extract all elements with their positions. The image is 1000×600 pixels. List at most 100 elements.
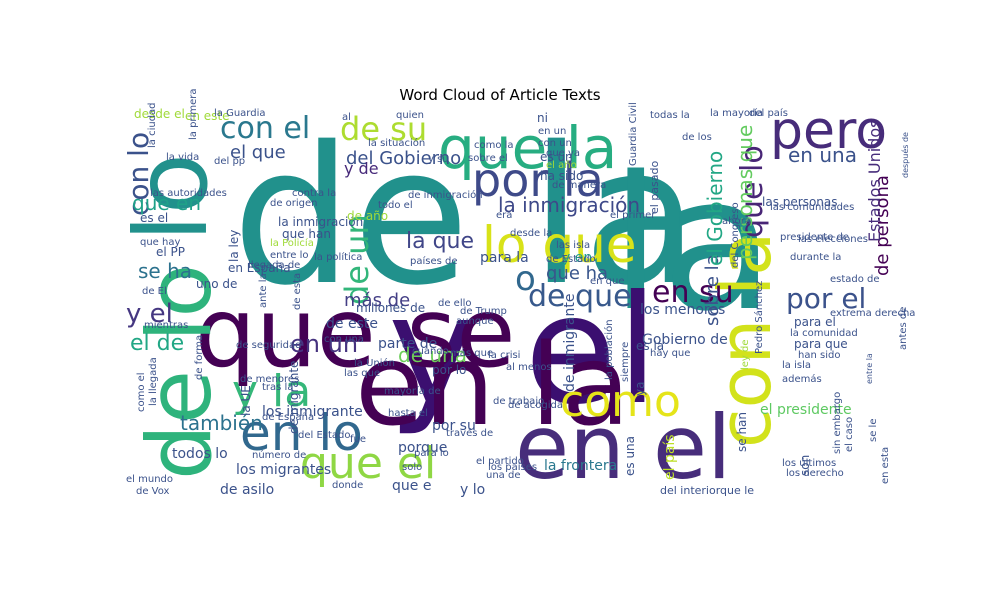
word-76: millones de — [356, 301, 425, 315]
word-138: la política — [314, 251, 362, 263]
word-67: es una — [623, 436, 637, 476]
word-84: de año — [347, 209, 388, 223]
word-66: se han — [735, 412, 749, 452]
word-108: de inmigración — [408, 189, 483, 201]
word-0: de la — [232, 106, 699, 327]
word-90: es el — [140, 211, 168, 225]
word-178: en esta — [880, 447, 891, 484]
word-159: mayoría de — [384, 385, 441, 397]
word-71: la inmigración — [278, 215, 363, 229]
word-38: el Gobierno — [703, 151, 727, 266]
word-147: de seguridad — [236, 340, 301, 351]
word-153: de forma — [194, 335, 205, 380]
word-102: la vida — [166, 152, 199, 163]
word-119: las elecciones — [798, 234, 868, 245]
word-14: que el — [300, 438, 436, 489]
word-100: la ciudad — [147, 102, 158, 148]
word-51: los inmigrante — [262, 404, 363, 420]
word-129: hay que — [650, 348, 690, 359]
word-4: en la — [355, 321, 630, 451]
word-57: todos lo — [172, 446, 228, 462]
word-188: quien — [396, 110, 424, 121]
word-91: el pasado — [648, 161, 661, 214]
word-72: las personas — [762, 195, 838, 209]
word-171: una de — [486, 470, 520, 481]
word-113: entre lo — [270, 250, 309, 261]
word-62: la frontera — [544, 458, 617, 474]
word-160: de trabajo — [493, 396, 544, 407]
word-151: la Unión — [354, 357, 395, 369]
word-5: de lo — [128, 264, 231, 480]
word-145: aunque — [456, 316, 494, 327]
word-88: de migrante — [287, 361, 301, 434]
word-44: el que — [230, 142, 286, 163]
word-23: por el — [786, 282, 866, 315]
word-180: los derecho — [786, 468, 844, 479]
word-75: en España — [228, 261, 291, 275]
word-85: la UE — [239, 385, 253, 416]
word-29: el de — [130, 331, 184, 356]
word-155: la llegada — [148, 357, 159, 406]
word-162: de acogida — [508, 400, 563, 411]
word-45: y de — [344, 159, 379, 178]
word-128: ley de — [740, 339, 751, 370]
word-27: en un — [290, 330, 358, 358]
word-86: son — [798, 455, 812, 476]
word-50: los menores — [640, 302, 725, 318]
word-112: que hay — [140, 237, 180, 248]
word-8: con la — [703, 232, 787, 448]
word-56: porque — [398, 440, 447, 456]
word-146: con una — [324, 334, 364, 345]
word-139: ante la — [258, 273, 269, 308]
word-69: la ley — [227, 230, 241, 262]
word-46: para la — [480, 250, 529, 266]
word-97: todas la — [650, 110, 690, 121]
word-182: presidente de — [780, 232, 849, 243]
word-150: la crisi — [488, 350, 520, 361]
word-192: de los — [682, 132, 712, 143]
word-148: más que — [450, 347, 493, 359]
word-1: la — [610, 136, 775, 352]
word-127: Pedro Sánchez — [753, 281, 765, 354]
word-166: número de — [252, 449, 306, 461]
word-80: ha sido — [540, 169, 583, 183]
word-79: es un — [540, 150, 573, 164]
word-110: contra la — [292, 188, 336, 199]
word-114: era — [496, 210, 512, 221]
word-164: fue — [350, 434, 366, 445]
chart-title: Word Cloud of Article Texts — [399, 86, 601, 104]
word-20: con el — [220, 111, 310, 146]
word-16: y la — [232, 366, 311, 417]
word-25: que lo — [735, 145, 770, 238]
word-26: con lo — [122, 132, 155, 216]
word-133: siempre — [620, 342, 631, 382]
word-170: solo — [402, 462, 422, 473]
word-9: que la — [438, 114, 617, 182]
word-142: mientras — [144, 320, 188, 331]
word-179: los últimos — [782, 457, 836, 469]
word-163: través de — [446, 427, 493, 439]
word-169: los países — [488, 461, 537, 473]
word-33: se ha — [138, 259, 192, 283]
word-141: de El — [142, 286, 167, 297]
word-2: y el — [388, 264, 658, 438]
word-173: el mundo — [126, 474, 173, 485]
word-143: de ello — [438, 298, 472, 309]
word-18: de un — [338, 214, 376, 305]
word-64: para que — [794, 337, 848, 351]
word-165: del Estado — [298, 430, 351, 441]
word-94: en un — [538, 126, 566, 137]
word-42: del Gobierno — [346, 148, 461, 169]
word-168: el partido — [476, 456, 524, 467]
word-77: por lo — [432, 363, 466, 377]
word-144: de Trump — [460, 306, 507, 317]
word-93: que le — [720, 484, 754, 497]
word-135: las isla — [556, 240, 590, 251]
word-122: extrema derecha — [830, 308, 915, 319]
word-105: y su — [428, 154, 449, 165]
word-158: las que — [344, 368, 380, 379]
word-83: en este — [185, 109, 230, 123]
word-130: han sido — [798, 350, 840, 361]
word-115: el primer — [610, 210, 656, 221]
